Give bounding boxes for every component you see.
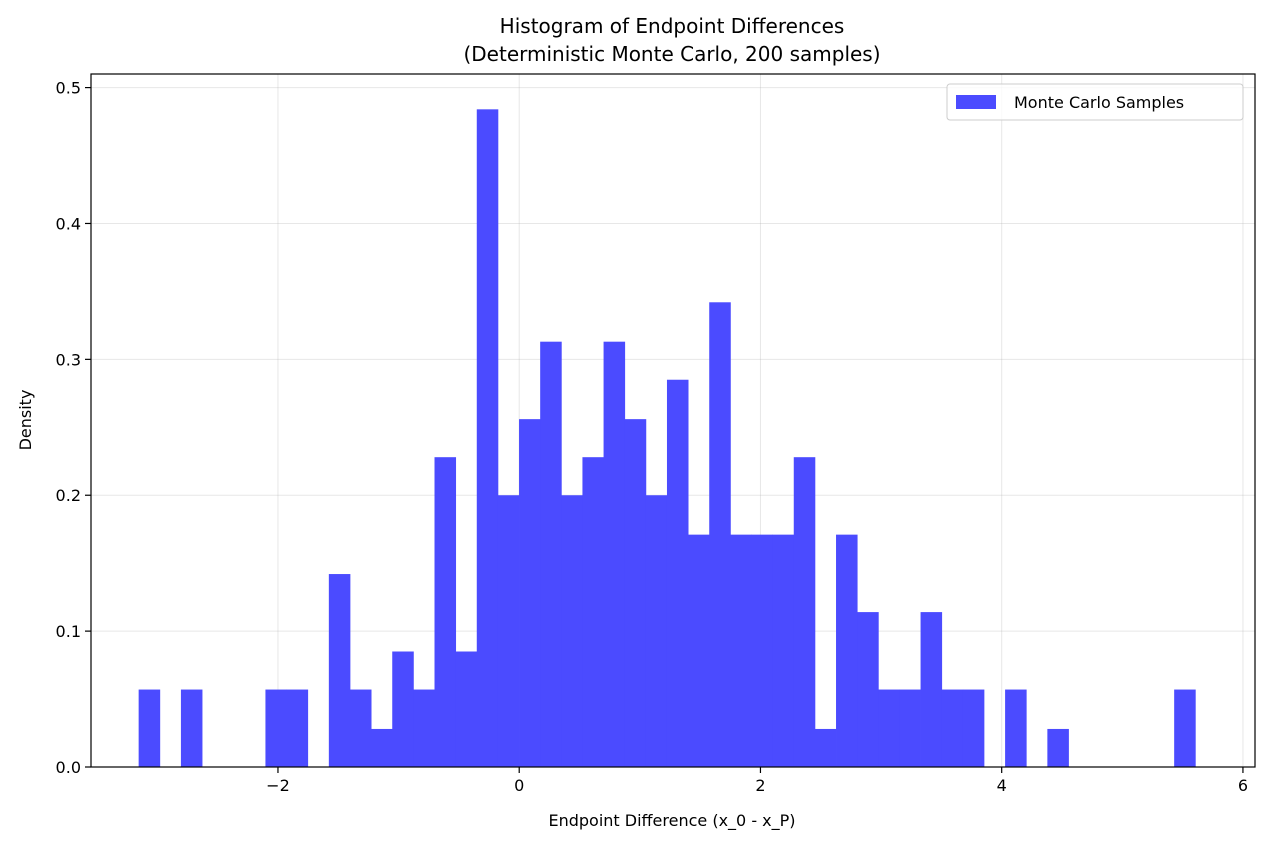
y-axis-ticks: 0.0 0.1 0.2 0.3 0.4 0.5	[56, 79, 91, 777]
histogram-bar	[519, 419, 541, 767]
y-tick-label: 0.1	[56, 622, 81, 641]
legend-label: Monte Carlo Samples	[1014, 93, 1184, 112]
x-axis-label: Endpoint Difference (x_0 - x_P)	[548, 811, 795, 831]
plot-frame	[90, 73, 1256, 768]
histogram-bar	[455, 651, 478, 767]
x-axis-ticks: −2 0 2 4 6	[266, 767, 1248, 795]
histogram-bar	[1174, 689, 1196, 767]
x-tick-label: 2	[755, 776, 765, 795]
y-tick-label: 0.5	[56, 79, 81, 98]
histogram-bar	[497, 495, 520, 767]
histogram-bar	[180, 689, 203, 767]
histogram-bar	[1005, 689, 1027, 767]
histogram-bar	[561, 495, 583, 767]
y-axis-label: Density	[16, 390, 35, 451]
histogram-bar	[434, 457, 457, 767]
histogram-bar	[286, 689, 309, 767]
x-tick-label: 6	[1238, 776, 1248, 795]
histogram-bar	[138, 689, 161, 767]
chart-title-line1: Histogram of Endpoint Differences	[500, 14, 845, 38]
x-tick-label: 4	[997, 776, 1007, 795]
histogram-bar	[476, 109, 499, 768]
histogram-bar	[772, 534, 795, 767]
legend: Monte Carlo Samples	[946, 83, 1244, 121]
histogram-bar	[666, 379, 689, 767]
histogram-bars	[138, 109, 1196, 768]
histogram-bar	[1047, 728, 1069, 767]
histogram-bar	[941, 689, 964, 767]
histogram-bar	[582, 457, 604, 767]
histogram-bar	[265, 689, 287, 767]
histogram-bar	[920, 612, 943, 767]
chart-title-line2: (Deterministic Monte Carlo, 200 samples)	[463, 42, 880, 66]
y-tick-label: 0.2	[56, 486, 81, 505]
legend-swatch	[956, 95, 996, 109]
histogram-bar	[899, 689, 921, 767]
histogram-bar	[645, 495, 668, 767]
histogram-bar	[688, 534, 710, 767]
histogram-bar	[793, 457, 816, 767]
histogram-bar	[349, 689, 372, 767]
histogram-bar	[603, 341, 626, 767]
y-tick-label: 0.3	[56, 350, 81, 369]
histogram-bar	[413, 689, 435, 767]
histogram-bar	[857, 612, 879, 767]
y-tick-label: 0.0	[56, 758, 81, 777]
histogram-bar	[392, 651, 414, 767]
histogram-bar	[540, 341, 562, 767]
y-tick-label: 0.4	[56, 214, 81, 233]
histogram-bar	[371, 728, 393, 767]
histogram-bar	[962, 689, 985, 767]
x-tick-label: −2	[266, 776, 290, 795]
histogram-bar	[878, 689, 900, 767]
histogram-bar	[328, 574, 351, 767]
histogram-bar	[709, 302, 731, 767]
histogram-bar	[751, 534, 774, 767]
histogram-bar	[624, 419, 647, 767]
legend-box	[946, 83, 1244, 121]
histogram-bar	[836, 534, 858, 767]
x-tick-label: 0	[514, 776, 524, 795]
histogram-bar	[730, 534, 752, 767]
histogram-bar	[814, 728, 837, 767]
